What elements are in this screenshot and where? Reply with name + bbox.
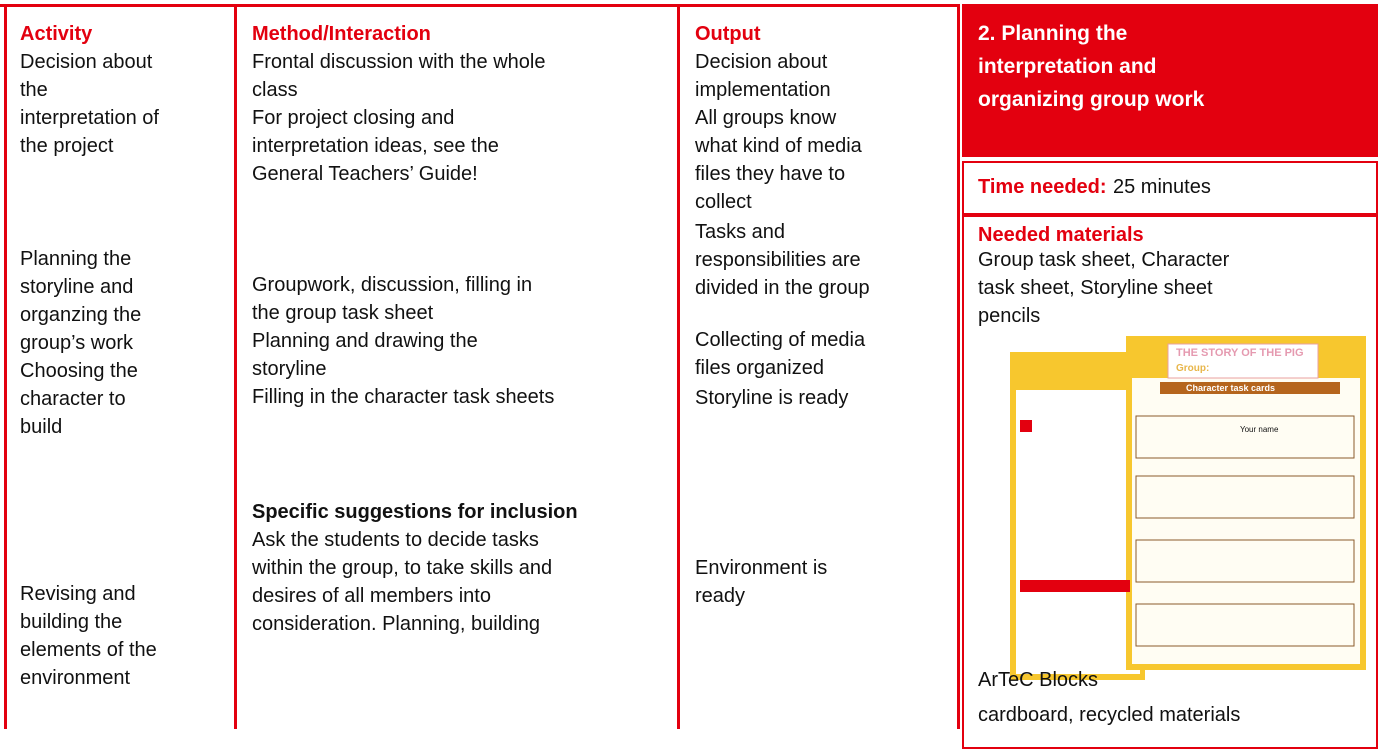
icon xyxy=(1020,580,1130,592)
block-heading: Specific suggestions for inclusion xyxy=(252,501,578,523)
text-line: building the xyxy=(20,611,123,633)
text-line: environment xyxy=(20,667,131,689)
text-line: General Teachers’ Guide! xyxy=(252,163,478,185)
text-line: group’s work xyxy=(20,332,134,354)
text-line: Storyline is ready xyxy=(695,387,849,409)
card xyxy=(1135,475,1355,519)
materials-line: Group task sheet, Character xyxy=(978,249,1230,271)
border xyxy=(4,4,7,729)
sheet-title: THE STORY OF THE PIG xyxy=(1176,347,1304,359)
column-heading: Method/Interaction xyxy=(252,23,431,45)
sheet-banner-bg xyxy=(1160,382,1340,394)
text-line: storyline xyxy=(252,358,327,380)
materials-line: task sheet, Storyline sheet xyxy=(978,277,1213,299)
text-line: files they have to xyxy=(695,163,846,185)
text-line: Revising and xyxy=(20,583,136,605)
sheet-back-page xyxy=(1016,390,1140,674)
time-box xyxy=(962,161,1378,215)
text-line: Frontal discussion with the whole xyxy=(252,51,546,73)
text-line: desires of all members into xyxy=(252,585,491,607)
title-box xyxy=(962,4,1378,157)
text-line: Groupwork, discussion, filling in xyxy=(252,274,533,296)
column-heading: Activity xyxy=(20,23,93,45)
card xyxy=(1135,539,1355,583)
border xyxy=(234,4,237,729)
materials-heading: Needed materials xyxy=(978,224,1144,246)
border xyxy=(957,4,960,729)
column-heading: Output xyxy=(695,23,761,45)
text-line: Planning and drawing the xyxy=(252,330,478,352)
sheet-banner: Character task cards xyxy=(1186,383,1276,393)
title-line: 2. Planning the xyxy=(978,22,1128,45)
materials-line: pencils xyxy=(978,305,1041,327)
text-line: All groups know xyxy=(695,107,837,129)
materials-line: cardboard, recycled materials xyxy=(978,704,1241,726)
sheet-name: Your name xyxy=(1240,425,1279,434)
text-line: Tasks and xyxy=(695,221,786,243)
text-line: Choosing the xyxy=(20,360,138,382)
title-line: organizing group work xyxy=(978,88,1205,111)
text-line: interpretation of xyxy=(20,107,159,129)
text-line: files organized xyxy=(695,357,824,379)
icon xyxy=(1020,420,1032,432)
text-line: implementation xyxy=(695,79,831,101)
text-line: the xyxy=(20,79,48,101)
text-line: within the group, to take skills and xyxy=(252,557,553,579)
text-line: responsibilities are xyxy=(695,249,861,271)
text-line: collect xyxy=(695,191,752,213)
page: Activity Decision about the interpretation … xyxy=(0,4,1378,749)
materials-line: ArTeC Blocks xyxy=(978,669,1099,691)
text-line: organzing the xyxy=(20,304,142,326)
text-line: ready xyxy=(695,585,746,607)
task-sheets xyxy=(1010,336,1366,680)
sheet-front-page xyxy=(1132,378,1360,664)
text-line: divided in the group xyxy=(695,277,870,299)
card xyxy=(1135,415,1355,459)
sheet-title-box xyxy=(1167,343,1319,379)
text-line: storyline and xyxy=(20,276,134,298)
text-line: Filling in the character task sheets xyxy=(252,386,555,408)
border xyxy=(0,4,958,7)
card xyxy=(1135,603,1355,647)
text-line: Ask the students to decide tasks xyxy=(252,529,539,551)
text-line: the project xyxy=(20,135,114,157)
text-line: Planning the xyxy=(20,248,132,270)
text-line: elements of the xyxy=(20,639,157,661)
text-line: interpretation ideas, see the xyxy=(252,135,499,157)
time-value: 25 minutes xyxy=(1113,176,1211,198)
time-label: Time needed: xyxy=(978,176,1107,198)
border xyxy=(677,4,680,729)
text-line: build xyxy=(20,416,63,438)
text-line: Environment is xyxy=(695,557,828,579)
text-line: what kind of media xyxy=(695,135,862,157)
text-line: For project closing and xyxy=(252,107,455,129)
text-line: Decision about xyxy=(695,51,828,73)
text-line: Decision about xyxy=(20,51,153,73)
sheet-group: Group: xyxy=(1176,363,1210,374)
text-line: Collecting of media xyxy=(695,329,866,351)
text-line: consideration. Planning, building xyxy=(252,613,540,635)
text-line: the group task sheet xyxy=(252,302,434,324)
text-line: class xyxy=(252,79,298,101)
text-line: character to xyxy=(20,388,126,410)
title-line: interpretation and xyxy=(978,55,1157,78)
